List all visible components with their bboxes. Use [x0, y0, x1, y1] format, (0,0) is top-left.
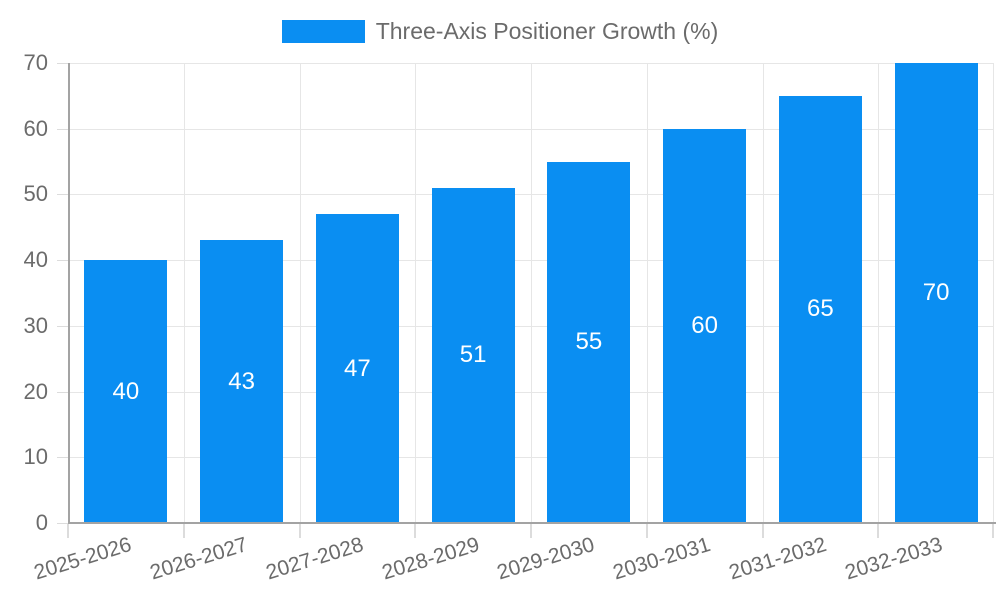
x-gridline	[183, 63, 185, 523]
y-axis-label: 50	[23, 181, 48, 207]
x-gridline	[646, 63, 648, 523]
y-axis-label: 30	[23, 312, 48, 338]
bar[interactable]: 70	[894, 63, 978, 523]
x-axis-label: 2031-2032	[726, 533, 830, 585]
bar-value-label: 51	[459, 341, 487, 369]
y-axis-label: 60	[23, 115, 48, 141]
y-axis-tick	[57, 63, 68, 64]
bar-value-label: 47	[344, 354, 371, 382]
x-axis-line	[68, 522, 996, 524]
y-axis-tick	[57, 260, 68, 262]
chart-legend[interactable]: Three-Axis Positioner Growth (%)	[0, 18, 1000, 45]
bar[interactable]: 47	[315, 214, 399, 523]
bar[interactable]: 40	[84, 260, 168, 523]
plot-area: 40 43 47 51 55 60 65 70	[68, 63, 994, 523]
bar-value-label: 60	[691, 311, 718, 339]
y-axis-label: 10	[23, 444, 48, 470]
x-axis-tick	[645, 523, 648, 538]
x-axis-tick	[992, 523, 994, 538]
y-axis-tick	[57, 523, 68, 524]
x-axis-tick	[182, 523, 185, 538]
x-axis-tick	[414, 523, 417, 538]
x-gridline	[299, 63, 301, 523]
y-axis-tick	[57, 457, 68, 459]
y-axis-label: 40	[23, 247, 48, 273]
x-axis-label: 2026-2027	[147, 533, 251, 585]
x-gridline	[993, 63, 994, 523]
bar[interactable]: 51	[431, 187, 515, 523]
x-axis-label: 2030-2031	[610, 533, 714, 585]
y-axis-tick	[57, 128, 68, 130]
bar[interactable]: 55	[547, 161, 631, 523]
y-axis-label: 20	[23, 378, 48, 404]
x-axis-label: 2029-2030	[494, 533, 598, 585]
bar-value-label: 43	[228, 367, 255, 395]
x-axis-label: 2025-2026	[31, 533, 135, 585]
x-gridline	[531, 63, 532, 523]
x-gridline	[415, 63, 417, 523]
y-axis-label: 0	[35, 510, 48, 535]
x-axis-tick	[761, 523, 764, 538]
x-axis-label: 2028-2029	[379, 533, 482, 585]
x-axis-label: 2032-2033	[842, 533, 945, 585]
bar-value-label: 55	[575, 328, 603, 356]
legend-swatch-icon	[281, 20, 365, 43]
bar-value-label: 70	[922, 279, 950, 306]
bar-value-label: 40	[112, 377, 140, 405]
y-axis-label: 70	[23, 50, 48, 75]
bar[interactable]: 60	[663, 128, 747, 523]
x-axis-tick	[530, 523, 532, 538]
y-axis-tick	[57, 325, 68, 327]
x-axis-label: 2027-2028	[263, 533, 367, 585]
bar-value-label: 65	[807, 295, 834, 323]
x-gridline	[762, 63, 764, 523]
x-axis-tick	[67, 523, 69, 538]
legend-label: Three-Axis Positioner Growth (%)	[375, 18, 719, 44]
x-axis-tick	[298, 523, 301, 538]
y-axis-tick	[57, 391, 68, 393]
bar[interactable]: 65	[778, 95, 862, 523]
bar[interactable]: 43	[200, 240, 284, 523]
x-gridline	[878, 63, 880, 523]
y-axis-tick	[57, 194, 68, 196]
y-axis-line	[68, 63, 70, 523]
x-axis-tick	[877, 523, 880, 538]
